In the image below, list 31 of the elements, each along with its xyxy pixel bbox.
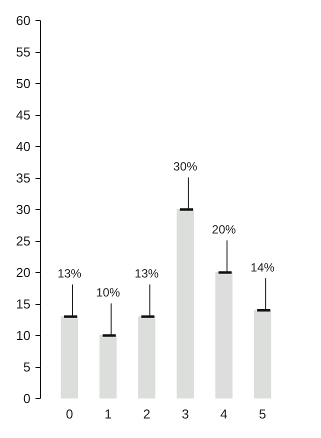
data-label: 30% [173,160,198,174]
x-tick-label: 2 [143,406,150,422]
y-tick-label: 10 [16,328,31,343]
y-tick-label: 60 [16,13,31,28]
data-label: 20% [212,222,236,237]
y-tick-label: 35 [16,170,31,186]
x-tick-label: 3 [182,406,189,422]
x-tick-label: 4 [220,406,228,422]
y-tick-label: 55 [16,44,31,60]
y-tick-label: 30 [16,202,31,217]
y-tick-label: 15 [16,296,31,312]
bar [215,272,233,398]
y-tick-label: 45 [16,108,31,122]
data-label: 13% [134,266,160,281]
x-tick-label: 5 [258,406,266,422]
data-label: 10% [96,286,120,300]
bar [99,335,117,398]
y-tick-label: 50 [16,76,31,91]
y-tick-label: 0 [23,391,31,406]
data-label: 14% [250,260,275,274]
bar [176,209,194,398]
y-tick-label: 25 [16,234,31,248]
bar [254,310,272,398]
bar [138,316,156,398]
x-tick-label: 1 [104,406,112,422]
x-tick-label: 0 [66,406,74,422]
y-tick-label: 5 [23,360,31,374]
bar [60,316,78,398]
data-label: 13% [57,266,82,281]
y-tick-label: 40 [16,139,31,154]
y-tick-label: 20 [16,265,31,280]
